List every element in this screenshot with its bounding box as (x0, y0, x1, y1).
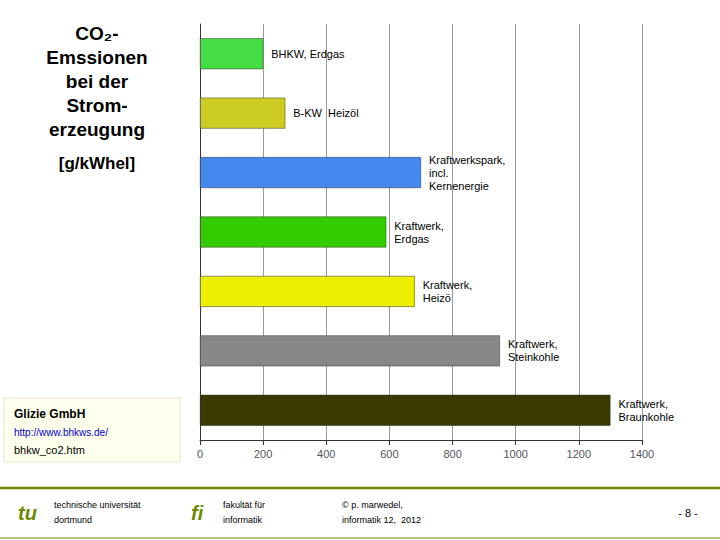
svg-text:B-KW Heizöl: B-KW Heizöl (293, 107, 358, 119)
svg-text:bei der: bei der (66, 71, 129, 92)
svg-text:Erdgas: Erdgas (394, 233, 429, 245)
svg-text:bhkw_co2.htm: bhkw_co2.htm (14, 444, 85, 456)
svg-text:informatik: informatik (223, 515, 263, 525)
svg-text:Kraftwerk,: Kraftwerk, (423, 279, 473, 291)
svg-text:fi: fi (191, 502, 204, 524)
svg-text:incl.: incl. (429, 167, 449, 179)
svg-text:800: 800 (443, 448, 461, 460)
svg-text:dortmund: dortmund (54, 515, 92, 525)
svg-text:Glizie GmbH: Glizie GmbH (14, 407, 85, 421)
svg-text:Kraftwerk,: Kraftwerk, (394, 220, 444, 232)
svg-text:CO₂-: CO₂- (75, 23, 118, 44)
svg-text:http://www.bhkws.de/: http://www.bhkws.de/ (14, 427, 108, 438)
svg-text:© p. marwedel,: © p. marwedel, (342, 500, 403, 510)
svg-text:Steinkohle: Steinkohle (508, 351, 559, 363)
svg-text:BHKW, Erdgas: BHKW, Erdgas (271, 48, 345, 60)
svg-text:tu: tu (18, 502, 37, 524)
svg-text:Emssionen: Emssionen (46, 47, 147, 68)
svg-text:- 8 -: - 8 - (678, 507, 698, 519)
svg-text:200: 200 (254, 448, 272, 460)
svg-text:[g/kWhel]: [g/kWhel] (59, 154, 136, 173)
svg-text:fakultät für: fakultät für (223, 500, 265, 510)
svg-text:Braunkohle: Braunkohle (618, 411, 674, 423)
svg-text:informatik 12, 2012: informatik 12, 2012 (342, 515, 421, 525)
svg-text:400: 400 (317, 448, 335, 460)
svg-text:Kraftwerk,: Kraftwerk, (618, 398, 668, 410)
svg-text:Strom-: Strom- (66, 95, 127, 116)
svg-text:erzeugung: erzeugung (49, 119, 145, 140)
svg-text:Kraftwerk,: Kraftwerk, (508, 338, 558, 350)
svg-text:1000: 1000 (503, 448, 527, 460)
svg-text:0: 0 (197, 448, 203, 460)
svg-text:Kernenergie: Kernenergie (429, 180, 489, 192)
svg-text:1200: 1200 (567, 448, 591, 460)
svg-text:1400: 1400 (630, 448, 654, 460)
svg-text:Kraftwerkspark,: Kraftwerkspark, (429, 154, 505, 166)
svg-text:600: 600 (380, 448, 398, 460)
svg-text:technische universität: technische universität (54, 500, 141, 510)
svg-text:Heizö: Heizö (423, 292, 451, 304)
